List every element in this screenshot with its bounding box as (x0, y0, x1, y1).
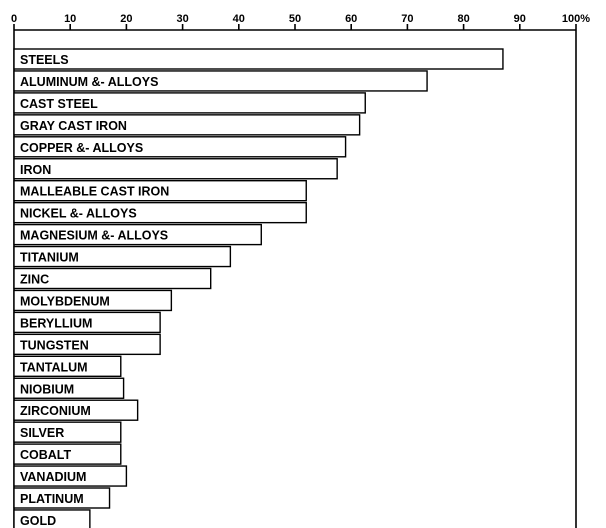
x-tick-label: 50 (289, 13, 301, 25)
bar-label: ZINC (20, 273, 49, 287)
bar (13, 158, 338, 180)
bar-label: MOLYBDENUM (20, 294, 110, 308)
x-tick-label: 100% (562, 13, 590, 25)
x-tick-label: 90 (514, 13, 526, 25)
bar-label: IRON (20, 163, 51, 177)
x-tick-label: 60 (345, 13, 357, 25)
bar (13, 421, 122, 443)
bar (13, 179, 307, 202)
bar-label: COPPER &- ALLOYS (20, 141, 143, 155)
bar-label: STEELS (20, 53, 69, 67)
bar (13, 377, 125, 399)
bar-label: PLATINUM (20, 492, 84, 506)
bar-label: NICKEL &- ALLOYS (20, 207, 137, 221)
bar (13, 399, 139, 421)
bar-label: MAGNESIUM &- ALLOYS (20, 229, 168, 243)
bar (13, 311, 161, 334)
bar-label: TUNGSTEN (20, 338, 89, 352)
x-tick-label: 80 (457, 13, 469, 25)
bar (13, 465, 128, 487)
bar-label: SILVER (20, 426, 64, 440)
bar-label: CAST STEEL (20, 97, 98, 111)
bar (13, 70, 428, 92)
bar (13, 114, 361, 136)
bar-label: TITANIUM (20, 251, 79, 265)
x-tick-label: 20 (120, 13, 132, 25)
x-tick-label: 70 (401, 13, 413, 25)
bar-label: BERYLLIUM (20, 316, 92, 330)
bar-label: GRAY CAST IRON (20, 119, 127, 133)
bar (13, 201, 307, 224)
bar (13, 92, 366, 114)
x-tick-label: 0 (11, 13, 17, 25)
bar (13, 48, 504, 70)
bar (13, 136, 347, 158)
bar (13, 443, 122, 465)
bar (13, 333, 161, 356)
bar-label: ZIRCONIUM (20, 404, 91, 418)
x-tick-label: 30 (176, 13, 188, 25)
bar (13, 267, 212, 290)
bar-label: COBALT (20, 448, 72, 462)
bar (13, 355, 122, 377)
bar-label: TANTALUM (20, 360, 88, 374)
bar (13, 487, 111, 509)
bar-label: MALLEABLE CAST IRON (20, 185, 169, 199)
bar (13, 223, 262, 246)
bar-label: VANADIUM (20, 470, 86, 484)
bar-label: ALUMINUM &- ALLOYS (20, 75, 158, 89)
bar-label: NIOBIUM (20, 382, 74, 396)
bar-label: GOLD (20, 514, 56, 528)
x-tick-label: 10 (64, 13, 76, 25)
bar (13, 509, 91, 528)
bar (13, 289, 173, 312)
bar (13, 245, 232, 268)
x-tick-label: 40 (233, 13, 245, 25)
